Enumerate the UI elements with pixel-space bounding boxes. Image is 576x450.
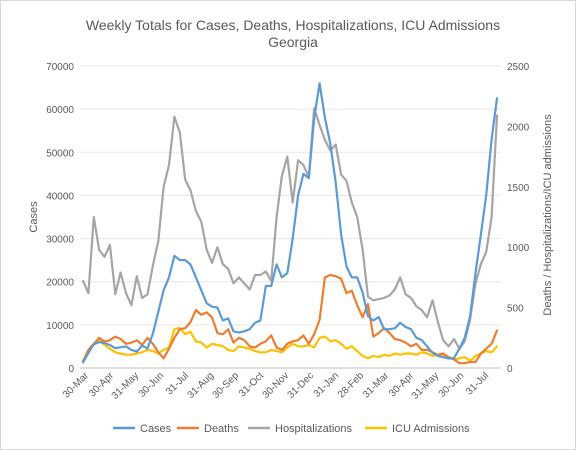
- x-tick-label: 30-Nov: [261, 370, 292, 401]
- y-tick-label: 40000: [46, 191, 74, 202]
- y-tick-label: 70000: [46, 62, 74, 73]
- y-tick-label: 10000: [46, 321, 74, 332]
- y2-tick-label: 0: [507, 364, 513, 375]
- legend-label: ICU Admissions: [392, 423, 470, 435]
- legend: Cases Deaths Hospitalizations ICU Admission…: [113, 423, 470, 435]
- legend-label: Hospitalizations: [275, 423, 353, 435]
- y2-tick-label: 2000: [507, 122, 530, 133]
- right-axis-ticks: 0 500 1000 1500 2000 2500: [507, 62, 530, 375]
- series-line-cases: [81, 82, 499, 364]
- x-tick-label: 31-Mar: [361, 370, 392, 401]
- series-line-icu-admissions: [81, 327, 499, 362]
- series-line-hospitalizations: [81, 107, 499, 350]
- x-tick-label: 31-Aug: [186, 370, 217, 401]
- x-tick-label: 31-May: [410, 370, 441, 401]
- x-tick-label: 28-Feb: [336, 370, 366, 400]
- x-tick-label: 31-Jan: [312, 370, 341, 399]
- chart-title: Weekly Totals for Cases, Deaths, Hospita…: [86, 17, 500, 33]
- x-tick-label: 31-Dec: [286, 370, 317, 401]
- y-tick-label: 20000: [46, 278, 74, 289]
- x-tick-label: 30-Mar: [61, 370, 92, 401]
- y2-tick-label: 1500: [507, 183, 530, 194]
- x-axis-ticks: 30-Mar30-Apr31-May30-Jun31-Jul31-Aug30-S…: [61, 370, 491, 402]
- y2-tick-label: 500: [507, 304, 524, 315]
- x-tick-label: 31-May: [110, 370, 141, 401]
- legend-label: Deaths: [204, 423, 239, 435]
- y-axis-title: Cases: [28, 201, 40, 233]
- y-tick-label: 30000: [46, 235, 74, 246]
- y-tick-label: 50000: [46, 148, 74, 159]
- y2-tick-label: 2500: [507, 62, 530, 73]
- x-tick-label: 31-Jul: [464, 370, 491, 397]
- y2-axis-title: Deaths / Hospitalizations/ICU admissions: [542, 114, 554, 316]
- x-tick-label: 30-Jun: [137, 370, 166, 399]
- y-tick-label: 0: [68, 364, 74, 375]
- chart-subtitle: Georgia: [268, 34, 318, 50]
- gridlines: [80, 65, 501, 369]
- x-tick-label: 30-Sep: [211, 370, 242, 401]
- series-line-deaths: [81, 273, 499, 365]
- y2-tick-label: 1000: [507, 243, 530, 254]
- series-lines: [81, 82, 499, 365]
- x-tick-label: 30-Jun: [437, 370, 466, 399]
- legend-label: Cases: [140, 423, 172, 435]
- y-tick-label: 60000: [46, 105, 74, 116]
- left-axis-ticks: 0 10000 20000 30000 40000 50000 60000 70000: [46, 62, 74, 375]
